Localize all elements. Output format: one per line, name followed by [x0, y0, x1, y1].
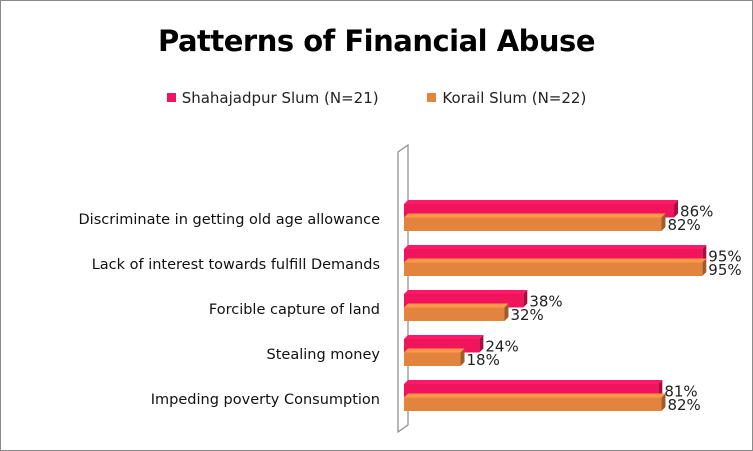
data-label: 32%: [510, 306, 543, 324]
category-label: Lack of interest towards fulfill Demands: [92, 257, 380, 273]
bar-top: [404, 213, 666, 218]
legend-label: Shahajadpur Slum (N=21): [181, 88, 379, 107]
bar-top: [404, 393, 666, 398]
bar-side: [661, 393, 666, 411]
data-label: 95%: [708, 261, 741, 279]
data-label: 82%: [667, 216, 700, 234]
legend-item-korail: Korail Slum (N=22): [427, 89, 586, 107]
legend: Shahajadpur Slum (N=21) Korail Slum (N=2…: [0, 88, 753, 107]
data-label: 82%: [667, 396, 700, 414]
bar-top: [404, 335, 484, 339]
category-label: Impeding poverty Consumption: [151, 392, 380, 408]
bar-side: [658, 380, 663, 398]
category-label: Forcible capture of land: [209, 302, 380, 318]
bar-side: [702, 258, 707, 276]
bar: [404, 262, 703, 276]
data-label: 18%: [467, 351, 500, 369]
bar: [404, 217, 662, 231]
bar-side: [674, 200, 679, 218]
data-label: 24%: [485, 338, 518, 356]
bar: [404, 352, 461, 366]
bar-side: [460, 348, 465, 366]
bar-side: [702, 245, 707, 263]
bar-top: [404, 348, 465, 353]
bar-top: [404, 303, 509, 308]
category-label: Stealing money: [267, 347, 381, 363]
bar-top: [404, 380, 663, 384]
bar: [404, 397, 662, 411]
legend-swatch: [427, 93, 437, 102]
legend-item-shahajadpur: Shahajadpur Slum (N=21): [166, 88, 379, 107]
data-label: 38%: [529, 293, 562, 311]
legend-label: Korail Slum (N=22): [442, 88, 587, 107]
category-label: Discriminate in getting old age allowanc…: [79, 212, 381, 228]
bar: [404, 307, 505, 321]
chart-title: Patterns of Financial Abuse: [157, 24, 596, 58]
bar-side: [479, 335, 484, 353]
data-label: 95%: [708, 248, 741, 266]
bar-top: [404, 258, 707, 263]
bar-side: [661, 213, 666, 231]
bar-top: [404, 200, 679, 204]
bar-side: [504, 303, 509, 321]
data-label: 81%: [664, 383, 697, 401]
bar-top: [404, 290, 528, 294]
bar-top: [404, 245, 707, 249]
bar-side: [523, 290, 528, 308]
legend-swatch: [166, 93, 176, 102]
data-label: 86%: [680, 203, 713, 221]
